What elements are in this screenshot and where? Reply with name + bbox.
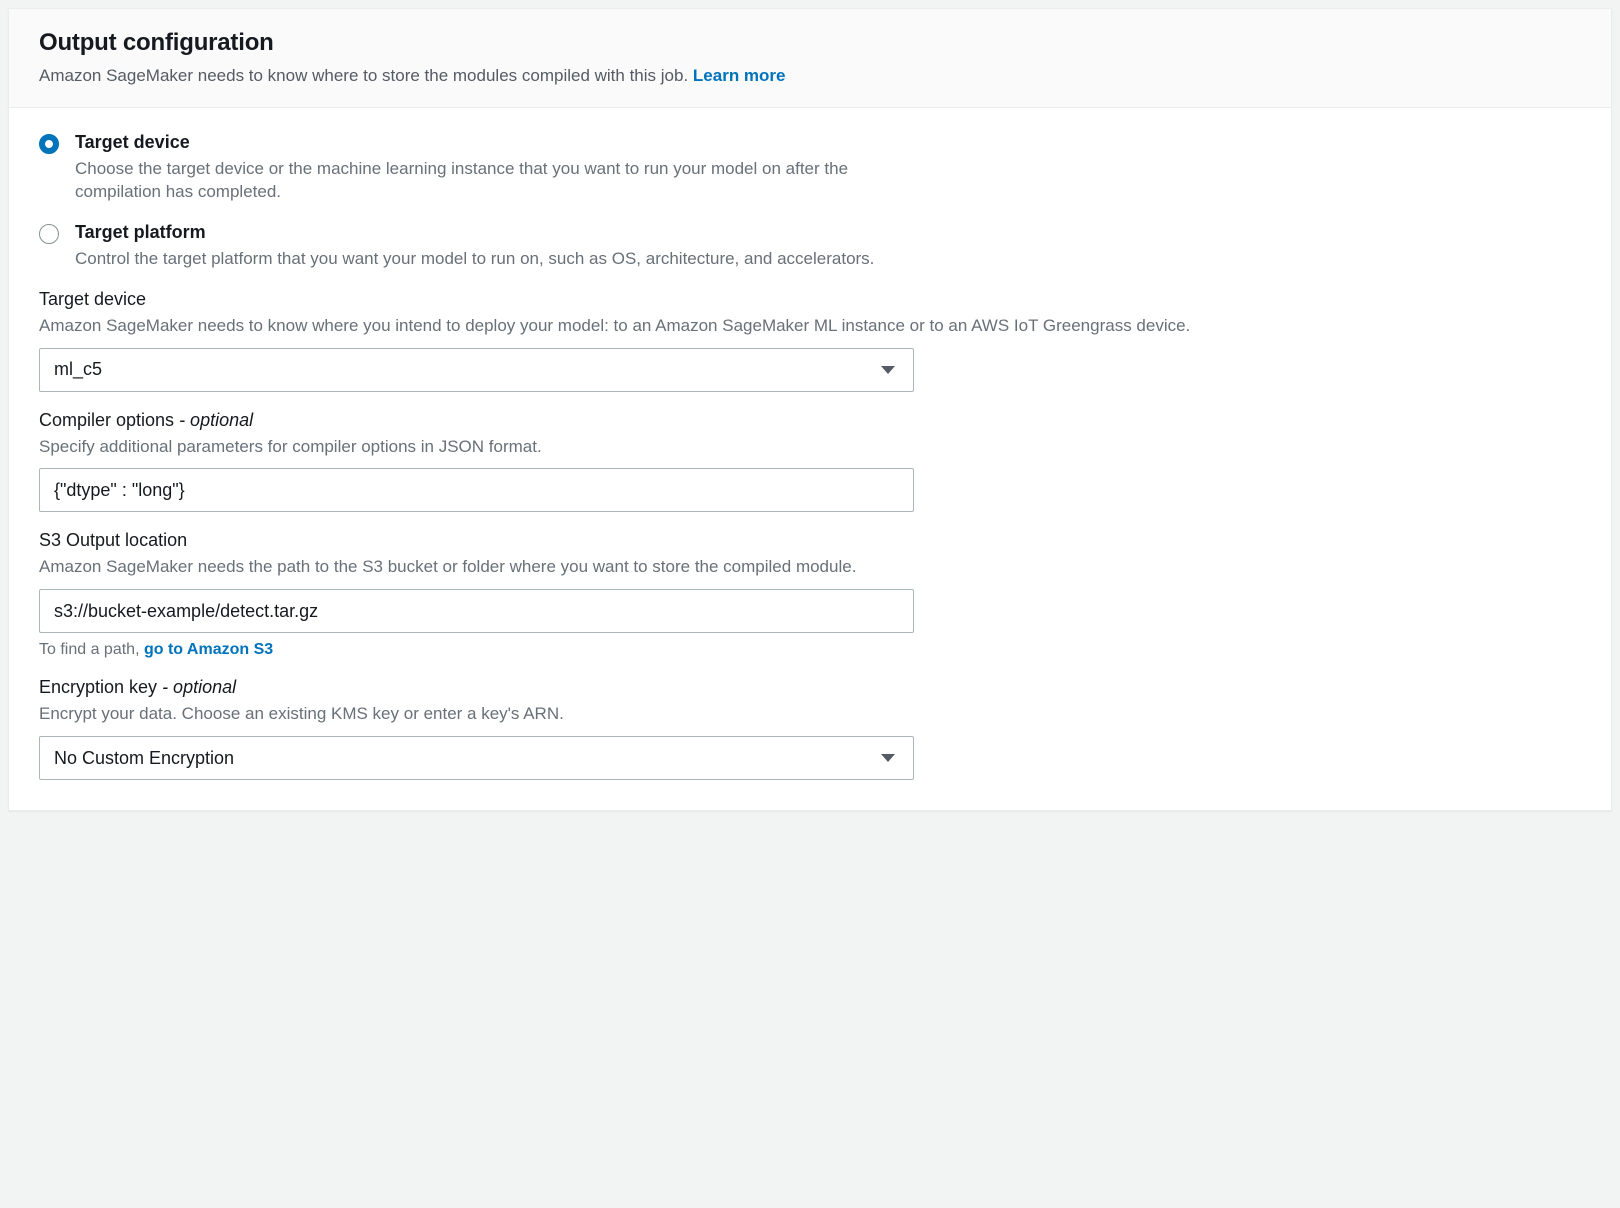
s3-output-input[interactable]: s3://bucket-example/detect.tar.gz xyxy=(39,589,914,633)
field-encryption-key-label-suffix: - optional xyxy=(162,677,236,697)
field-target-device: Target device Amazon SageMaker needs to … xyxy=(39,289,1581,392)
field-target-device-label: Target device xyxy=(39,289,1581,310)
radio-target-device-label: Target device xyxy=(75,132,925,153)
radio-target-device-content: Target device Choose the target device o… xyxy=(75,132,925,205)
panel-title: Output configuration xyxy=(39,29,1581,57)
panel-body: Target device Choose the target device o… xyxy=(9,108,1611,811)
caret-down-icon xyxy=(881,366,895,374)
panel-header: Output configuration Amazon SageMaker ne… xyxy=(9,9,1611,108)
target-device-select-value: ml_c5 xyxy=(54,359,102,380)
panel-subtitle: Amazon SageMaker needs to know where to … xyxy=(39,63,1581,89)
field-compiler-options-label: Compiler options - optional xyxy=(39,410,1581,431)
radio-target-platform[interactable]: Target platform Control the target platf… xyxy=(39,222,1581,271)
encryption-key-select[interactable]: No Custom Encryption xyxy=(39,736,914,780)
field-compiler-options-label-suffix: - optional xyxy=(179,410,253,430)
field-compiler-options-label-main: Compiler options xyxy=(39,410,179,430)
go-to-s3-link[interactable]: go to Amazon S3 xyxy=(144,641,273,658)
s3-output-input-value: s3://bucket-example/detect.tar.gz xyxy=(54,601,318,622)
field-encryption-key-label-main: Encryption key xyxy=(39,677,162,697)
caret-down-icon xyxy=(881,754,895,762)
field-encryption-key: Encryption key - optional Encrypt your d… xyxy=(39,677,1581,780)
field-s3-output: S3 Output location Amazon SageMaker need… xyxy=(39,530,1581,659)
field-compiler-options-desc: Specify additional parameters for compil… xyxy=(39,435,1581,459)
field-target-device-desc: Amazon SageMaker needs to know where you… xyxy=(39,314,1581,338)
encryption-key-select-value: No Custom Encryption xyxy=(54,748,234,769)
compiler-options-input[interactable]: {"dtype" : "long"} xyxy=(39,468,914,512)
compiler-options-input-value: {"dtype" : "long"} xyxy=(54,480,185,501)
field-s3-output-desc: Amazon SageMaker needs the path to the S… xyxy=(39,555,1581,579)
radio-target-device[interactable]: Target device Choose the target device o… xyxy=(39,132,1581,205)
radio-target-device-desc: Choose the target device or the machine … xyxy=(75,157,925,205)
field-encryption-key-label: Encryption key - optional xyxy=(39,677,1581,698)
radio-target-platform-content: Target platform Control the target platf… xyxy=(75,222,925,271)
s3-output-helper: To find a path, go to Amazon S3 xyxy=(39,641,1581,659)
field-compiler-options: Compiler options - optional Specify addi… xyxy=(39,410,1581,513)
radio-target-platform-desc: Control the target platform that you wan… xyxy=(75,247,925,271)
panel-subtitle-text: Amazon SageMaker needs to know where to … xyxy=(39,66,693,85)
target-radio-group: Target device Choose the target device o… xyxy=(39,132,1581,271)
target-device-select[interactable]: ml_c5 xyxy=(39,348,914,392)
output-configuration-panel: Output configuration Amazon SageMaker ne… xyxy=(8,8,1612,811)
radio-target-platform-label: Target platform xyxy=(75,222,925,243)
field-encryption-key-desc: Encrypt your data. Choose an existing KM… xyxy=(39,702,1581,726)
radio-target-platform-input[interactable] xyxy=(39,224,59,244)
learn-more-link[interactable]: Learn more xyxy=(693,66,786,85)
s3-output-helper-prefix: To find a path, xyxy=(39,641,144,658)
field-s3-output-label: S3 Output location xyxy=(39,530,1581,551)
radio-target-device-input[interactable] xyxy=(39,134,59,154)
